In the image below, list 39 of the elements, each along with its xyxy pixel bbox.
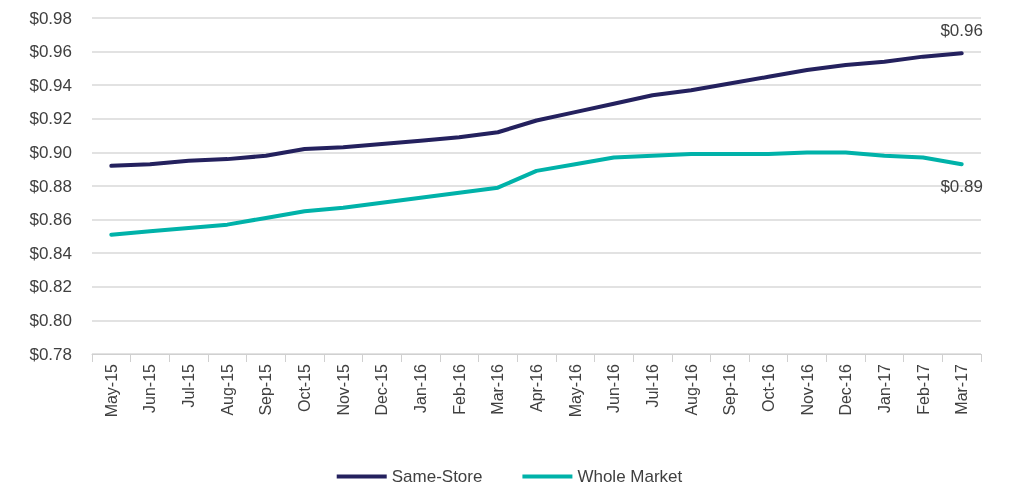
x-tick-label: Feb-17 — [914, 363, 932, 415]
x-tick-label: Nov-16 — [798, 363, 816, 416]
x-tick-label: Jan-16 — [412, 363, 430, 413]
x-tick-label: Feb-16 — [450, 363, 468, 415]
x-tick-label: Aug-16 — [682, 363, 700, 416]
x-tick-label: Jun-16 — [605, 363, 623, 413]
x-tick-label: Jun-15 — [141, 363, 159, 413]
y-tick-label: $0.84 — [29, 243, 72, 263]
x-tick-label: May-15 — [102, 363, 120, 418]
legend-label: Whole Market — [577, 467, 683, 486]
x-tick-label: Oct-16 — [759, 363, 777, 413]
x-tick-label: Nov-15 — [334, 363, 352, 416]
x-tick-label: Sep-16 — [721, 363, 739, 416]
y-tick-label: $0.94 — [29, 75, 72, 95]
x-tick-label: Dec-16 — [837, 363, 855, 416]
y-tick-label: $0.82 — [29, 277, 72, 297]
x-tick-label: Jul-16 — [643, 363, 661, 408]
x-tick-label: Sep-15 — [257, 363, 275, 416]
x-tick-label: Mar-17 — [953, 363, 971, 415]
y-tick-label: $0.88 — [29, 176, 72, 196]
data-label: $0.96 — [940, 21, 983, 41]
y-tick-label: $0.80 — [29, 310, 72, 330]
x-tick-label: Dec-15 — [373, 363, 391, 416]
y-tick-label: $0.78 — [29, 344, 72, 364]
y-tick-label: $0.86 — [29, 210, 72, 230]
y-tick-label: $0.92 — [29, 109, 72, 129]
x-tick-label: Mar-16 — [489, 363, 507, 415]
y-tick-label: $0.98 — [29, 8, 72, 28]
line-series — [109, 51, 964, 168]
x-tick-label: May-16 — [566, 363, 584, 418]
x-tick-label: Jul-15 — [180, 363, 198, 408]
legend-label: Same-Store — [391, 467, 483, 486]
x-tick-label: Apr-16 — [528, 363, 545, 413]
y-tick-label: $0.96 — [29, 42, 72, 62]
x-tick-label: Aug-15 — [218, 363, 236, 416]
x-tick-label: Oct-15 — [296, 363, 314, 413]
y-tick-label: $0.90 — [29, 142, 72, 162]
data-label: $0.89 — [940, 177, 983, 197]
x-tick-label: Jan-17 — [875, 363, 893, 413]
